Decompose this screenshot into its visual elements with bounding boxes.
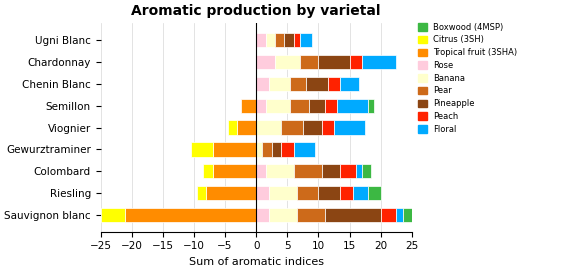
Bar (269, 186, 297, 200)
Bar (319, 55, 349, 69)
Bar (213, 142, 256, 156)
Bar (256, 33, 265, 47)
Bar (300, 33, 312, 47)
Bar (237, 120, 256, 135)
Bar (381, 208, 396, 222)
Bar (256, 208, 269, 222)
Bar (340, 77, 359, 91)
Bar (269, 77, 291, 91)
Bar (396, 208, 403, 222)
Bar (256, 77, 269, 91)
Bar (265, 33, 275, 47)
Bar (191, 142, 213, 156)
Bar (291, 99, 309, 113)
Bar (319, 186, 340, 200)
Bar (256, 120, 281, 135)
Bar (362, 164, 371, 178)
Bar (293, 142, 315, 156)
Bar (281, 120, 303, 135)
Bar (203, 164, 213, 178)
Bar (293, 164, 321, 178)
Bar (256, 164, 265, 178)
Bar (303, 120, 321, 135)
X-axis label: Sum of aromatic indices: Sum of aromatic indices (189, 257, 324, 267)
Bar (265, 164, 293, 178)
Bar (125, 208, 256, 222)
Bar (228, 120, 237, 135)
Bar (328, 77, 340, 91)
Bar (256, 55, 275, 69)
Bar (265, 99, 291, 113)
Bar (325, 99, 337, 113)
Bar (241, 99, 256, 113)
Bar (291, 77, 306, 91)
Bar (306, 77, 328, 91)
Bar (325, 208, 381, 222)
Title: Aromatic production by varietal: Aromatic production by varietal (132, 4, 381, 18)
Bar (321, 164, 340, 178)
Bar (356, 164, 362, 178)
Bar (297, 186, 319, 200)
Bar (256, 142, 263, 156)
Bar (321, 120, 334, 135)
Bar (206, 186, 256, 200)
Bar (340, 186, 353, 200)
Bar (275, 33, 284, 47)
Bar (269, 208, 297, 222)
Bar (334, 120, 365, 135)
Bar (340, 164, 356, 178)
Bar (256, 99, 265, 113)
Bar (403, 208, 421, 222)
Bar (284, 33, 293, 47)
Bar (362, 55, 396, 69)
Bar (300, 55, 319, 69)
Bar (368, 186, 381, 200)
Bar (197, 186, 206, 200)
Bar (256, 186, 269, 200)
Bar (309, 99, 325, 113)
Bar (213, 164, 256, 178)
Bar (297, 208, 325, 222)
Bar (337, 99, 368, 113)
Bar (368, 99, 375, 113)
Legend: Boxwood (4MSP), Citrus (3SH), Tropical fruit (3SHA), Rose, Banana, Pear, Pineapp: Boxwood (4MSP), Citrus (3SH), Tropical f… (415, 19, 521, 137)
Bar (275, 55, 300, 69)
Bar (101, 208, 125, 222)
Bar (272, 142, 281, 156)
Bar (349, 55, 362, 69)
Bar (353, 186, 368, 200)
Bar (293, 33, 300, 47)
Bar (263, 142, 272, 156)
Bar (281, 142, 293, 156)
